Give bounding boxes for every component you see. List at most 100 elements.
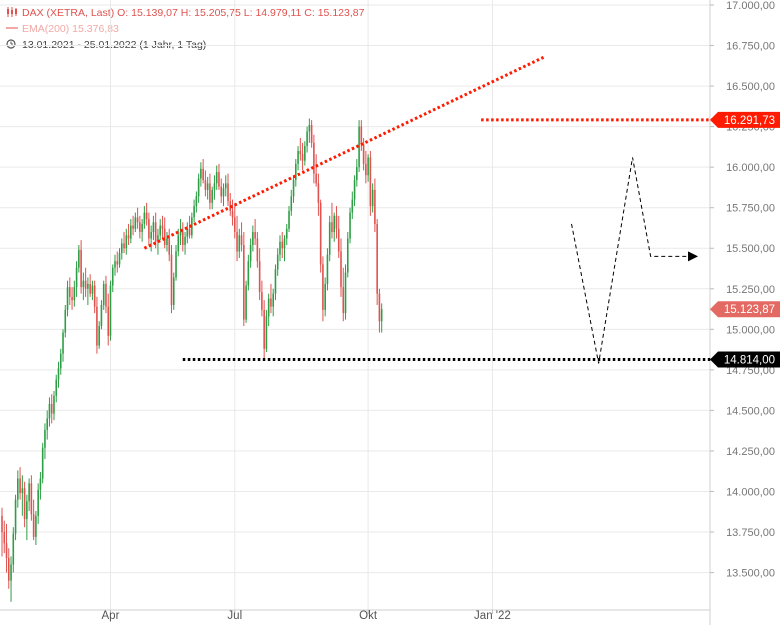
candle-body	[380, 309, 383, 322]
price-label-tag	[710, 111, 780, 128]
candle-body	[204, 180, 207, 190]
candle-body	[127, 235, 130, 239]
projection-path	[571, 157, 690, 364]
candle-body	[84, 280, 87, 289]
candle-body	[62, 332, 64, 354]
candle-body	[10, 564, 12, 581]
candle-body	[143, 212, 146, 224]
candle-body	[222, 188, 225, 197]
candle-body	[179, 232, 182, 236]
candle-body	[89, 283, 91, 294]
x-tick-label: Jan '22	[474, 610, 511, 622]
candle-body	[254, 232, 256, 239]
candle-body	[91, 285, 94, 294]
candle-body	[118, 253, 121, 265]
candle-body	[26, 501, 28, 520]
candle-body	[195, 196, 198, 207]
candle-body	[152, 222, 155, 233]
candle-body	[159, 225, 161, 236]
price-label-tag	[710, 301, 780, 318]
y-tick-label: 13.500,00	[726, 568, 775, 580]
candle-body	[213, 183, 216, 190]
candle-body	[319, 202, 322, 265]
candle-body	[326, 254, 329, 284]
candle-body	[360, 126, 363, 145]
candle-body	[184, 236, 186, 245]
candle-body	[136, 217, 139, 223]
candle-body	[139, 222, 141, 233]
candle-body	[134, 217, 137, 229]
x-tick-label: Jul	[227, 610, 242, 622]
candle-body	[48, 403, 51, 419]
candle-body	[367, 157, 369, 176]
y-tick-label: 13.750,00	[726, 527, 775, 539]
candle-body	[290, 196, 293, 211]
candle-body	[202, 168, 204, 181]
projection-arrowhead	[688, 251, 699, 262]
price-label-tag	[710, 351, 780, 368]
price-label-text: 14.814,00	[724, 354, 775, 366]
candle-body	[102, 283, 105, 305]
candle-body	[182, 232, 184, 245]
candle-body	[331, 222, 333, 233]
candlestick-icon	[6, 7, 18, 17]
x-tick-label: Okt	[359, 610, 378, 622]
candle-body	[313, 142, 315, 174]
price-label-text: 15.123,87	[724, 304, 775, 316]
candle-body	[231, 210, 234, 218]
y-tick-label: 15.750,00	[726, 203, 775, 215]
candle-body	[41, 447, 44, 479]
candle-body	[301, 154, 304, 161]
candle-body	[5, 543, 8, 558]
y-tick-label: 16.000,00	[726, 162, 775, 174]
candle-body	[315, 173, 317, 184]
candle-body	[267, 298, 270, 317]
candle-body	[35, 515, 37, 537]
clock-icon	[6, 39, 18, 49]
candle-body	[200, 168, 202, 179]
candle-body	[263, 309, 265, 349]
candle-body	[78, 249, 80, 268]
candle-body	[28, 483, 30, 502]
candle-body	[374, 189, 376, 224]
candle-body	[154, 222, 157, 242]
candle-body	[59, 353, 62, 369]
candle-body	[69, 287, 71, 297]
candle-body	[220, 186, 223, 197]
candle-body	[324, 283, 326, 310]
candle-body	[105, 283, 107, 307]
candle-body	[288, 210, 290, 229]
candle-body	[317, 183, 320, 203]
candle-body	[98, 326, 100, 346]
candle-body	[279, 241, 281, 255]
candle-body	[73, 287, 76, 301]
candle-body	[349, 212, 351, 239]
candle-body	[7, 557, 10, 581]
y-tick-label: 17.000,00	[726, 0, 775, 12]
candle-body	[32, 514, 35, 537]
y-tick-label: 15.000,00	[726, 324, 775, 336]
candle-body	[46, 418, 48, 430]
y-tick-label: 16.750,00	[726, 41, 775, 53]
candle-body	[21, 488, 24, 494]
period-text: 13.01.2021 - 25.01.2022 (1 Jahr, 1 Tag)	[22, 39, 207, 51]
x-tick-label: Apr	[102, 610, 120, 622]
candle-body	[64, 309, 67, 333]
candle-body	[245, 285, 247, 320]
candle-body	[310, 125, 313, 143]
candle-body	[215, 172, 218, 184]
candle-body	[132, 225, 134, 229]
candle-body	[123, 243, 125, 249]
candle-body	[170, 254, 173, 305]
candle-body	[168, 238, 171, 255]
candle-body	[206, 183, 209, 190]
candle-body	[281, 241, 284, 249]
y-tick-label: 16.500,00	[726, 81, 775, 93]
candle-body	[37, 489, 39, 516]
candle-body	[12, 533, 15, 565]
candle-body	[218, 172, 220, 187]
candle-body	[335, 215, 338, 229]
candle-body	[227, 183, 229, 202]
candle-body	[328, 222, 331, 255]
